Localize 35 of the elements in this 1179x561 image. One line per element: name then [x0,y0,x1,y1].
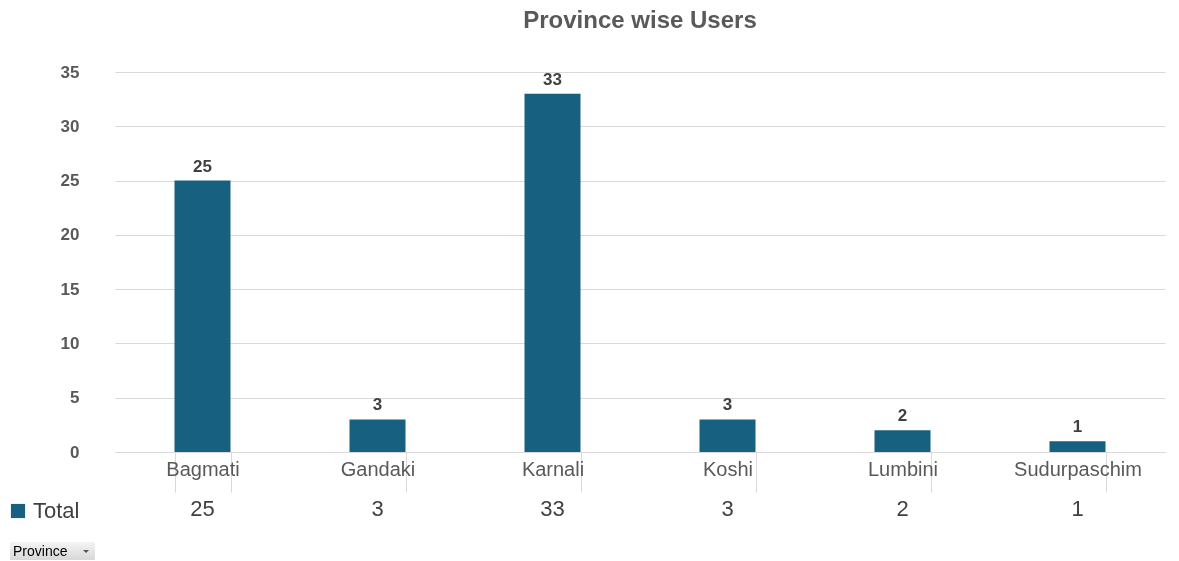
bar [174,180,231,452]
chart-title: Province wise Users [523,6,757,33]
bar [1049,441,1106,452]
y-tick-label: 0 [70,442,80,462]
x-tick-label: Koshi [702,457,754,480]
data-label: 2 [896,496,909,521]
bar [874,430,931,452]
annotation: 3 [722,395,733,415]
bar [524,93,581,452]
y-tick-label: 15 [60,279,80,299]
bar [699,419,756,452]
y-tick-label: 35 [60,62,80,82]
y-tick-label: 30 [60,116,80,136]
y-tick-label: 10 [60,333,80,353]
x-tick-label: Lumbini [867,457,939,480]
x-tick-label: Karnali [521,457,585,480]
annotation: 2 [897,406,908,426]
data-label: 1 [1071,496,1084,521]
x-tick-label: Sudurpaschim [1014,457,1142,480]
x-tick-label: Gandaki [340,457,416,480]
annotation: 1 [1072,417,1083,437]
x-tick-label: Bagmati [166,457,240,480]
data-label: 33 [540,496,565,521]
field-button: Province [10,542,96,560]
y-tick-label: 25 [60,171,80,191]
y-tick-label: 5 [70,388,80,408]
bar [349,419,406,452]
annotation: 25 [193,156,212,176]
legend-label: Total [33,498,80,523]
annotation: 33 [543,69,562,89]
data-label: 3 [371,496,384,521]
y-tick-label: 20 [60,225,80,245]
annotation: 3 [372,395,383,415]
data-label: 25 [190,496,215,521]
data-label: 3 [721,496,734,521]
